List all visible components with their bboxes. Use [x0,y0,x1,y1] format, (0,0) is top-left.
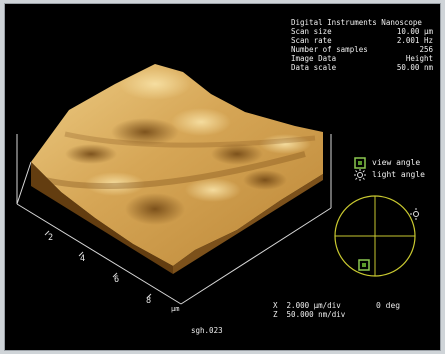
scan-info-panel: Digital Instruments Nanoscope Scan size 1… [291,18,433,72]
x-scale-value: 2.000 µm/div [286,301,341,310]
axes-frame [16,134,332,305]
tick-label-8: 8 [146,296,152,306]
samples-value: 256 [419,45,433,54]
z-scale-value: 50.000 nm/div [286,310,346,319]
data-scale-label: Data scale [291,63,337,72]
view-angle-marker-icon[interactable] [358,259,370,271]
scan-size-label: Scan size [291,27,332,36]
instrument-title: Digital Instruments Nanoscope [291,18,422,27]
surface-front-left-side [31,162,173,274]
scan-rate-value: 2.001 Hz [396,36,433,45]
surface-front-right-side [173,174,323,274]
view-angle-label: view angle [372,158,421,167]
image-data-value: Height [405,54,433,63]
light-angle-sun-icon [354,169,366,181]
light-angle-label: light angle [372,170,425,179]
angle-readout: 0 deg [376,301,401,310]
tick-label-4: 4 [80,254,86,264]
axis-unit-label: µm [171,305,180,313]
tick-label-2: 2 [48,233,54,243]
view-angle-icon [354,157,366,169]
surface-height-map [31,64,323,266]
samples-label: Number of samples [291,45,368,54]
scan-rate-label: Scan rate [291,36,332,45]
tick-label-6: 6 [114,275,120,285]
file-name: sgh.023 [191,326,223,335]
angle-dial[interactable] [333,190,419,298]
image-data-label: Image Data [291,54,337,63]
z-scale-label: Z [273,310,278,319]
axis-ticks [44,230,152,299]
light-angle-marker-icon[interactable] [410,208,419,220]
data-scale-value: 50.00 nm [396,63,433,72]
scale-readout: X 2.000 µm/div Z 50.000 nm/div [273,301,345,319]
afm-3d-surface [16,64,332,305]
scan-size-value: 10.00 µm [396,27,433,36]
x-scale-label: X [273,301,278,310]
nanoscope-viewer: 2 4 6 8 µm Digital Instruments Nanoscope… [4,3,441,351]
